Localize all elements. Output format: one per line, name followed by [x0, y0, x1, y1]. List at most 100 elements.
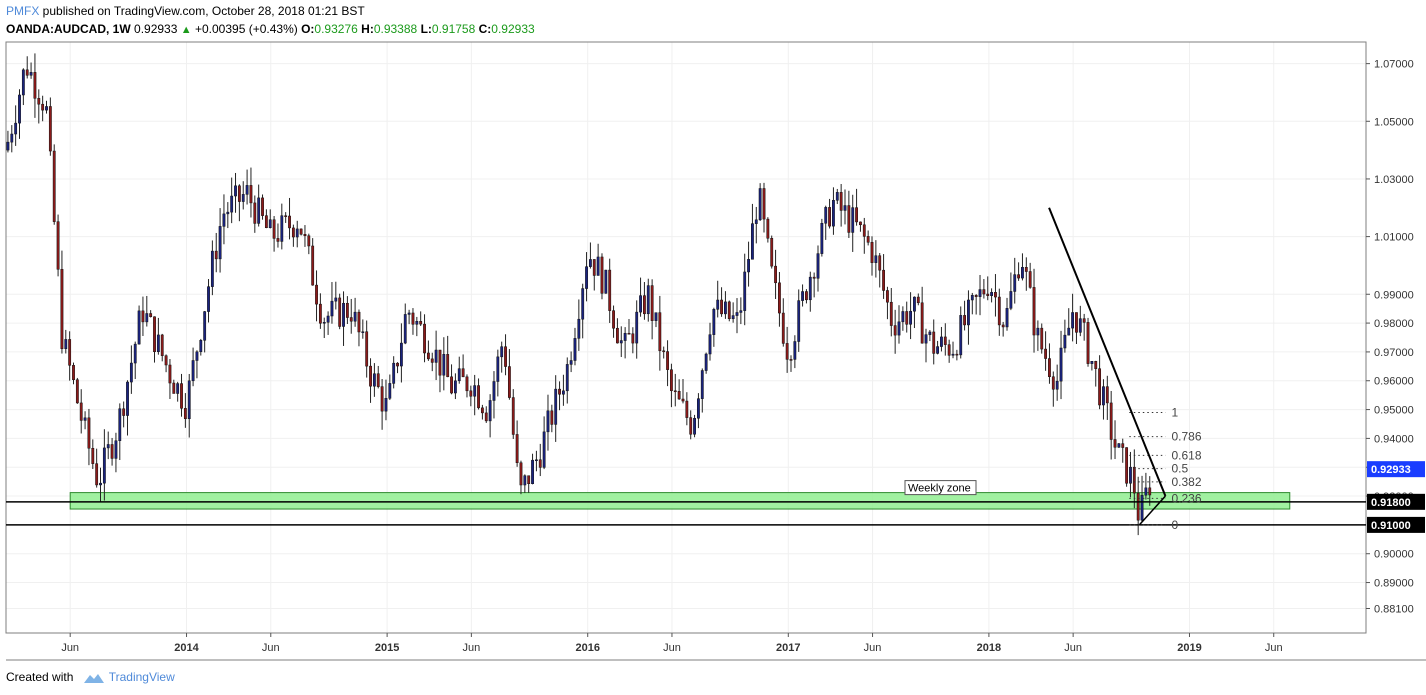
candle-body [72, 365, 75, 381]
candle-body [585, 266, 588, 289]
candle-body [909, 310, 912, 325]
candle-body [793, 341, 797, 360]
candle-body [866, 236, 870, 243]
candle-body [99, 482, 102, 486]
candle-body [1148, 487, 1152, 496]
x-axis-label: Jun [663, 642, 681, 654]
candle-body [315, 284, 318, 305]
x-axis-label: 2014 [174, 642, 199, 654]
price-line-label: 0.91800 [1371, 497, 1411, 509]
candle-body [504, 346, 507, 367]
candle-body [500, 346, 504, 358]
candle-body [1136, 492, 1140, 521]
candle-body [342, 302, 345, 327]
candle-body [616, 327, 619, 344]
low-value: 0.91758 [431, 22, 476, 36]
candle-body [982, 289, 986, 295]
candle-body [951, 353, 955, 356]
x-axis-label: 2016 [575, 642, 599, 654]
candle-body [712, 309, 716, 335]
last-price-label-box [1367, 461, 1425, 478]
chart-footer: Created with TradingView [6, 668, 175, 686]
close-label: C: [478, 22, 492, 36]
y-axis-label: 0.96000 [1374, 376, 1414, 388]
candle-body [673, 390, 677, 393]
tradingview-brand[interactable]: TradingView [108, 670, 175, 684]
candle-body [180, 383, 183, 409]
candle-body [835, 192, 839, 201]
candle-body [839, 192, 843, 211]
candle-body [770, 238, 774, 267]
candle-body [604, 269, 608, 294]
candle-body [214, 250, 218, 260]
candle-body [168, 364, 172, 384]
candle-body [172, 382, 176, 394]
open-label: O: [301, 22, 315, 36]
candle-body [924, 334, 928, 344]
candle-body [461, 368, 465, 378]
candle-body [380, 386, 384, 412]
candle-body [1013, 274, 1017, 292]
weekly-zone-box[interactable] [69, 492, 1291, 510]
candle-body [353, 311, 357, 322]
candle-body [222, 213, 226, 227]
price-line-label-box [1367, 516, 1425, 533]
x-axis-label: 2015 [375, 642, 399, 654]
candle-body [1067, 327, 1071, 336]
candle-body [1129, 466, 1132, 484]
candle-body [430, 358, 434, 363]
candle-body [963, 315, 966, 326]
candle-body [1078, 318, 1082, 333]
y-axis-label: 0.94000 [1374, 433, 1414, 445]
candle-body [643, 295, 646, 315]
candle-body [365, 331, 369, 367]
candle-body [496, 356, 500, 382]
price-change: +0.00395 (+0.43%) [194, 22, 298, 36]
candle-body [635, 311, 639, 344]
candle-body [137, 310, 141, 345]
candle-body [1109, 402, 1113, 440]
candle-body [762, 188, 766, 220]
candle-body [334, 297, 338, 302]
candle-body [241, 194, 245, 202]
candle-body [330, 300, 334, 317]
candle-body [492, 381, 496, 401]
candle-body [1044, 348, 1048, 359]
candle-body [114, 440, 118, 459]
y-axis-label: 0.89000 [1374, 578, 1414, 590]
candle-body [515, 434, 519, 463]
candle-body [747, 259, 750, 273]
candle-body [731, 315, 735, 320]
candle-body [1055, 380, 1059, 390]
candle-body [943, 336, 947, 345]
uptrend-line[interactable] [1138, 495, 1166, 526]
candle-body [789, 359, 793, 361]
ohlc-line: OANDA:AUDCAD, 1W 0.92933 ▲ +0.00395 (+0.… [6, 20, 535, 39]
downtrend-line[interactable] [1048, 207, 1167, 497]
candle-body [627, 332, 631, 335]
candle-body [1105, 386, 1109, 404]
candle-body [407, 312, 411, 315]
last-price: 0.92933 [134, 22, 178, 36]
candle-body [1121, 443, 1125, 448]
candle-body [970, 295, 974, 301]
candle-body [862, 224, 866, 237]
fib-level-label: 0 [1171, 518, 1178, 532]
candle-body [527, 475, 531, 484]
candle-body [805, 291, 808, 301]
candle-body [558, 388, 561, 395]
candle-body [268, 219, 272, 228]
candle-body [465, 376, 469, 392]
candle-body [1001, 324, 1005, 328]
fib-level-label: 0.382 [1171, 475, 1201, 489]
fib-level-label: 0.5 [1171, 462, 1188, 476]
candle-body [808, 276, 812, 301]
candle-body [303, 234, 307, 237]
candle-body [1144, 487, 1148, 496]
candle-body [388, 383, 392, 399]
candle-body [646, 285, 650, 315]
candle-body [569, 360, 573, 365]
candle-body [372, 373, 376, 387]
author-name[interactable]: PMFX [6, 4, 40, 18]
